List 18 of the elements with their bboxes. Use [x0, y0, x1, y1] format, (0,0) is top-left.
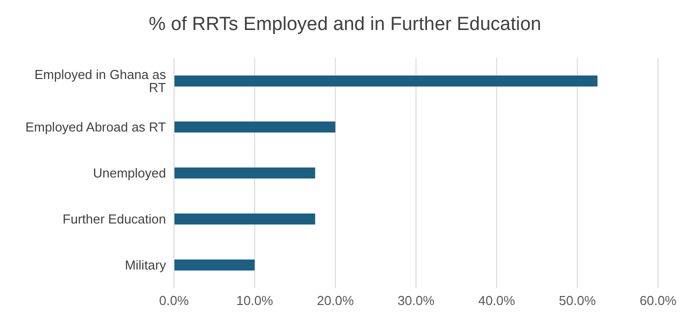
x-tick-label: 50.0%	[558, 293, 596, 308]
x-tick-label: 20.0%	[316, 293, 354, 308]
y-tick-label: Employed in Ghana as RT	[34, 67, 166, 96]
x-tick-label: 0.0%	[159, 293, 190, 308]
bar	[174, 167, 316, 179]
x-tick-label: 60.0%	[640, 293, 677, 308]
bar	[174, 121, 336, 133]
x-tick-label: 40.0%	[478, 293, 516, 308]
bar	[174, 75, 598, 87]
y-tick-label: Further Education	[62, 212, 166, 227]
bar	[174, 213, 316, 225]
bar	[174, 259, 255, 271]
x-tick-label: 10.0%	[236, 293, 274, 308]
x-tick-label: 30.0%	[398, 293, 435, 308]
y-tick-label: Unemployed	[93, 166, 166, 181]
chart-title: % of RRTs Employed and in Further Education	[148, 14, 542, 36]
y-tick-label: Employed Abroad as RT	[25, 120, 166, 135]
y-tick-label: Military	[124, 258, 166, 273]
